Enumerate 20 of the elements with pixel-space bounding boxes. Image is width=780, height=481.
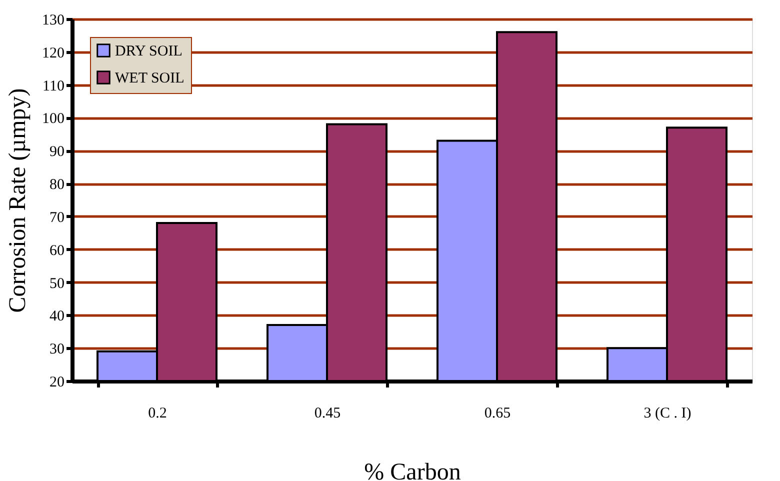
y-tick-label: 70 (50, 210, 64, 226)
legend-label: DRY SOIL (115, 44, 182, 60)
y-tick-label: 20 (50, 374, 64, 390)
y-tick-label: 90 (50, 144, 64, 160)
y-tick-label: 100 (42, 111, 64, 128)
x-tick-label: 0.65 (484, 406, 511, 422)
y-tick-label: 130 (42, 12, 64, 28)
y-tick-label: 40 (50, 308, 64, 325)
y-tick-label: 30 (50, 342, 64, 358)
y-tick-label: 60 (50, 242, 64, 259)
x-axis-title: % Carbon (364, 460, 461, 481)
y-tick-label: 110 (42, 78, 64, 94)
x-tick-label: 0.2 (148, 406, 167, 422)
y-tick-label: 80 (50, 177, 64, 194)
x-tick-label: 3 (C . I) (644, 406, 692, 422)
y-tick-label: 120 (42, 45, 64, 62)
y-axis-title: Corrosion Rate (µmpy) (5, 88, 31, 313)
legend-label: WET SOIL (115, 70, 184, 86)
x-tick-label: 0.45 (314, 406, 341, 422)
y-tick-label: 50 (50, 276, 64, 292)
